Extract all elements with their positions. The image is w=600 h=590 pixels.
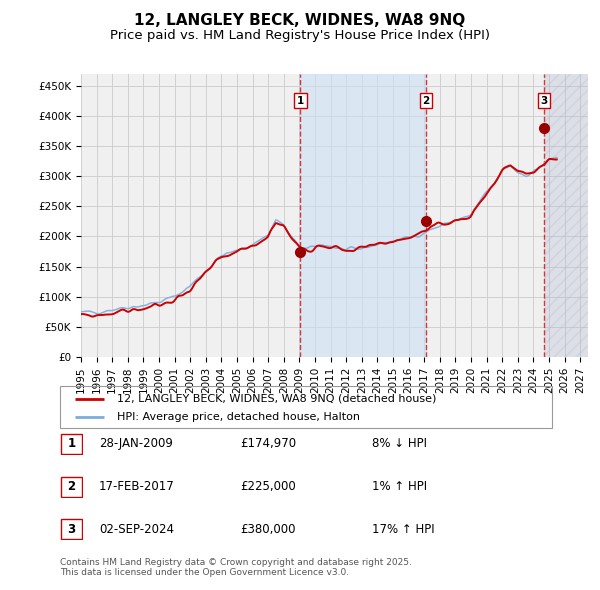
Text: Price paid vs. HM Land Registry's House Price Index (HPI): Price paid vs. HM Land Registry's House …: [110, 29, 490, 42]
Text: 8% ↓ HPI: 8% ↓ HPI: [372, 437, 427, 450]
Text: 3: 3: [67, 523, 76, 536]
Text: 17-FEB-2017: 17-FEB-2017: [99, 480, 175, 493]
Text: 02-SEP-2024: 02-SEP-2024: [99, 523, 174, 536]
Text: 1: 1: [297, 96, 304, 106]
Text: 17% ↑ HPI: 17% ↑ HPI: [372, 523, 434, 536]
Bar: [544, 74, 588, 357]
Text: Contains HM Land Registry data © Crown copyright and database right 2025.
This d: Contains HM Land Registry data © Crown c…: [60, 558, 412, 577]
Text: 28-JAN-2009: 28-JAN-2009: [99, 437, 173, 450]
Text: 12, LANGLEY BECK, WIDNES, WA8 9NQ: 12, LANGLEY BECK, WIDNES, WA8 9NQ: [134, 13, 466, 28]
Text: £174,970: £174,970: [240, 437, 296, 450]
Bar: [301, 74, 426, 357]
Text: HPI: Average price, detached house, Halton: HPI: Average price, detached house, Halt…: [116, 412, 359, 422]
Text: 1: 1: [67, 437, 76, 450]
Text: 2: 2: [422, 96, 430, 106]
Text: 3: 3: [540, 96, 547, 106]
Text: £380,000: £380,000: [240, 523, 296, 536]
Text: £225,000: £225,000: [240, 480, 296, 493]
Text: 2: 2: [67, 480, 76, 493]
Text: 1% ↑ HPI: 1% ↑ HPI: [372, 480, 427, 493]
Text: 12, LANGLEY BECK, WIDNES, WA8 9NQ (detached house): 12, LANGLEY BECK, WIDNES, WA8 9NQ (detac…: [116, 394, 436, 404]
